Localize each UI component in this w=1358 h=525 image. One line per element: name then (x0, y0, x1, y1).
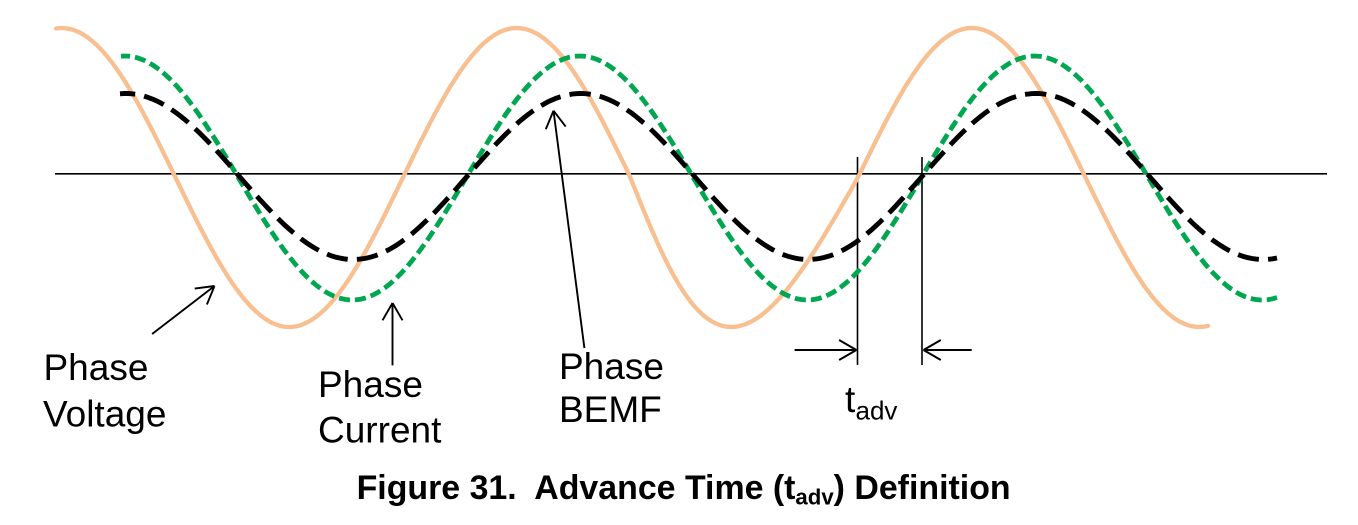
svg-text:Voltage: Voltage (43, 394, 166, 435)
svg-text:Figure 31. Advance Time (tadv: Figure 31. Advance Time (tadv) Definitio… (357, 469, 1011, 510)
svg-text:Phase: Phase (559, 346, 664, 387)
svg-text:t: t (845, 379, 856, 420)
svg-text:Phase: Phase (44, 347, 149, 388)
svg-text:Current: Current (318, 409, 442, 450)
svg-text:BEMF: BEMF (559, 389, 662, 430)
svg-text:Phase: Phase (318, 364, 423, 405)
svg-text:adv: adv (856, 396, 898, 426)
